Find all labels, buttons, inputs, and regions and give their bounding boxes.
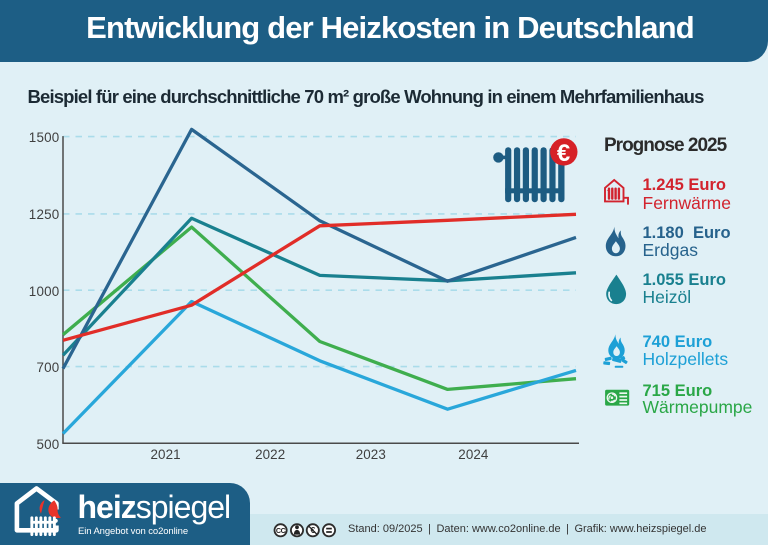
svg-text:€: € (557, 140, 570, 167)
svg-text:CC: CC (276, 525, 286, 534)
